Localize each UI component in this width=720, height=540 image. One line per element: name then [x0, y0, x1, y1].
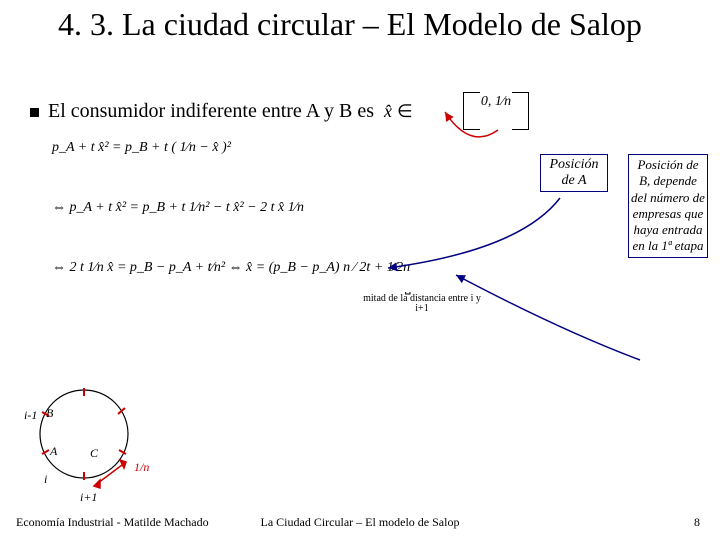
xhat: x̂: [384, 101, 392, 121]
label-i-minus-1: i-1: [24, 408, 37, 423]
intro-line: El consumidor indiferente entre A y B es…: [48, 100, 413, 123]
box-posicion-a: Posición de A: [540, 154, 608, 192]
box-posicion-b: Posición de B, depende del número de emp…: [628, 154, 708, 258]
label-i: i: [44, 472, 47, 487]
annotation-mid-distance: mitad de la distancia entre i y i+1: [362, 294, 482, 314]
equation-1: p_A + t x̂² = p_B + t ( 1⁄n − x̂ )²: [52, 140, 472, 155]
circle-diagram: i-1 B A i C i+1 1/n: [18, 378, 188, 508]
label-i-plus-1: i+1: [80, 490, 97, 505]
brace-icon: ⎵: [405, 280, 411, 296]
label-1-over-n: 1/n: [134, 460, 149, 475]
intro-text: El consumidor indiferente entre A y B es: [48, 100, 374, 122]
label-C: C: [90, 446, 98, 461]
footer-center: La Ciudad Circular – El modelo de Salop: [0, 515, 720, 530]
label-B: B: [46, 406, 53, 421]
equation-2: ⇔ p_A + t x̂² = p_B + t 1⁄n² − t x̂² − 2…: [52, 200, 482, 215]
bullet-square: [30, 108, 39, 117]
footer-page-number: 8: [694, 515, 700, 530]
circle-svg: [18, 378, 188, 508]
slide-title: 4. 3. La ciudad circular – El Modelo de …: [58, 6, 658, 43]
interval-text: 0, 1⁄n: [476, 95, 516, 109]
in-symbol: ∈: [397, 101, 413, 121]
label-A: A: [50, 444, 57, 459]
equation-3: ⇔ 2 t 1⁄n x̂ = p_B − p_A + t⁄n² ⇔ x̂ = (…: [52, 260, 522, 275]
